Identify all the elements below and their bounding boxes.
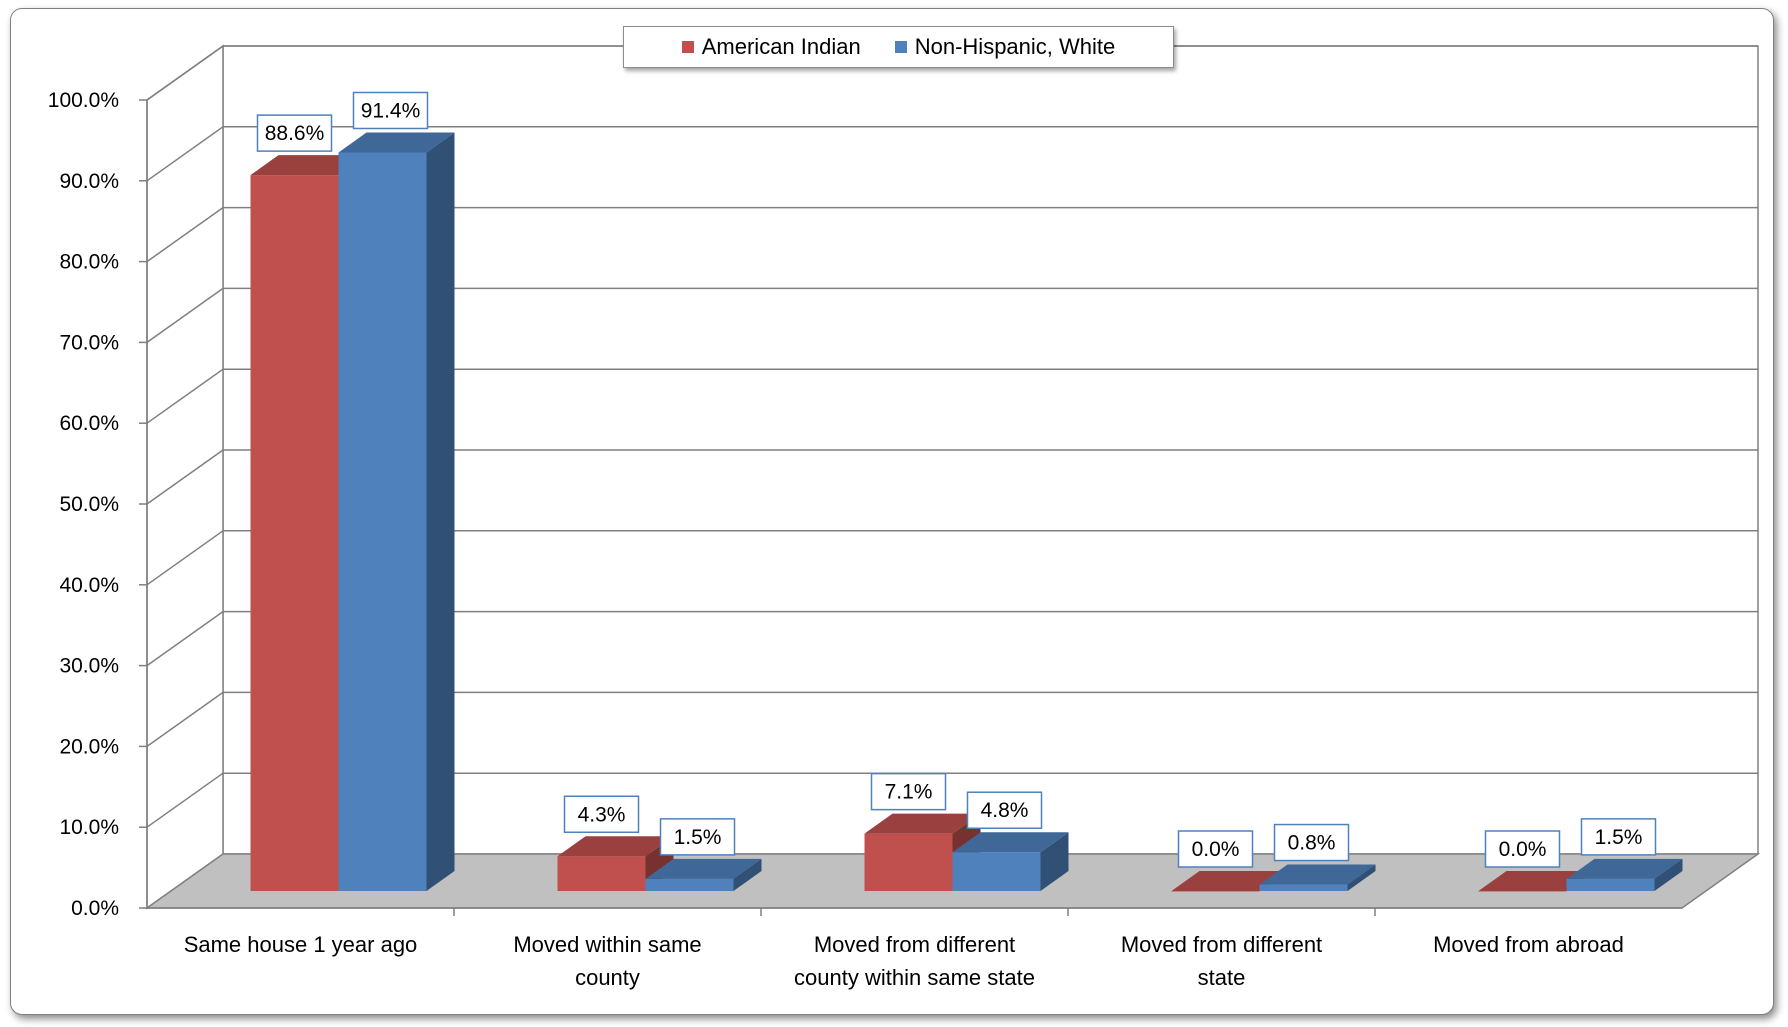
- bar-top: [338, 132, 455, 153]
- gridline-side: [146, 691, 224, 748]
- x-tick-label: Moved from abroad: [1433, 932, 1624, 957]
- data-label-box: [352, 91, 429, 130]
- bar: [1259, 884, 1348, 891]
- data-label: 4.3%: [578, 803, 626, 826]
- bar-side: [426, 132, 455, 891]
- gridline-side: [146, 126, 224, 182]
- legend-label-american-indian: American Indian: [701, 34, 861, 59]
- gridline-side: [146, 449, 224, 505]
- gridline-side: [146, 45, 224, 101]
- y-tick-label: 0.0%: [71, 897, 119, 920]
- y-tick-label: 70.0%: [59, 331, 119, 354]
- x-tick-label: county within same state: [794, 965, 1035, 990]
- bar-top: [864, 813, 981, 834]
- bar: [645, 878, 734, 891]
- bar: [1171, 891, 1260, 892]
- data-label: 0.0%: [1499, 838, 1547, 861]
- bar-top: [645, 858, 762, 879]
- data-label-box: [870, 772, 947, 811]
- y-tick-labels: 0.0% 10.0% 20.0% 30.0% 40.0% 50.0% 60.0% 70.0% 8…: [48, 89, 119, 920]
- data-label-box: [256, 114, 333, 152]
- bar-top: [1171, 871, 1288, 891]
- y-tick-label: 100.0%: [48, 89, 119, 112]
- y-tick-label: 40.0%: [59, 574, 119, 597]
- data-label: 88.6%: [265, 122, 325, 145]
- bar: [864, 833, 953, 891]
- y-tick-label: 50.0%: [59, 493, 119, 516]
- legend-item-american-indian: American Indian: [681, 34, 861, 60]
- legend-label-non-hispanic-white: Non-Hispanic, White: [914, 34, 1116, 59]
- x-tick-label: county: [575, 965, 640, 990]
- data-labels: 88.6% 91.4% 4.3% 1.5% 7.1% 4.8% 0.0% 0.8% 0.0% 1.…: [256, 91, 1657, 868]
- bars: [250, 132, 1683, 892]
- bar-top: [952, 832, 1069, 853]
- bar-top: [250, 155, 367, 176]
- bar-side: [1654, 858, 1683, 891]
- x-tick-label: Moved from different: [814, 932, 1015, 957]
- gridline-side: [146, 530, 224, 586]
- gridline-side: [146, 287, 224, 344]
- data-label-box: [1484, 830, 1561, 868]
- y-tick-label: 20.0%: [59, 735, 119, 758]
- bar-top: [557, 836, 674, 857]
- x-tick-label: Moved from different: [1121, 932, 1322, 957]
- bar: [250, 175, 339, 891]
- bar-top: [1259, 864, 1376, 885]
- data-label: 91.4%: [361, 99, 421, 122]
- data-label-box: [1273, 823, 1350, 862]
- bar: [1566, 878, 1655, 891]
- bar-top: [1566, 858, 1683, 879]
- y-tick-label: 90.0%: [59, 170, 119, 193]
- legend-item-non-hispanic-white: Non-Hispanic, White: [894, 34, 1116, 60]
- data-label: 1.5%: [674, 826, 722, 849]
- data-label-box: [1580, 818, 1657, 856]
- data-label-box: [659, 818, 736, 856]
- bar: [338, 152, 427, 891]
- y-tick-label: 30.0%: [59, 655, 119, 678]
- bar: [1478, 891, 1567, 892]
- x-tick-label: Moved within same: [513, 932, 701, 957]
- legend-swatch-non-hispanic-white: [894, 41, 907, 53]
- data-label-box: [966, 791, 1043, 829]
- bar: [557, 856, 646, 891]
- data-label-box: [1177, 830, 1254, 868]
- y-tick-label: 80.0%: [59, 251, 119, 274]
- x-tick-label: Same house 1 year ago: [184, 932, 418, 957]
- legend: American Indian Non-Hispanic, White: [623, 26, 1174, 68]
- bar-side: [1040, 832, 1069, 891]
- y-tick-label: 10.0%: [59, 816, 119, 839]
- data-label: 4.8%: [981, 799, 1029, 822]
- data-label: 0.0%: [1192, 838, 1240, 861]
- data-label-box: [563, 795, 640, 834]
- gridline-side: [146, 206, 224, 263]
- gridline-side: [146, 772, 224, 828]
- bar-top: [1478, 871, 1595, 891]
- gridline-side: [146, 368, 224, 424]
- y-tick-label: 60.0%: [59, 412, 119, 435]
- gridlines: [146, 45, 1758, 828]
- data-label: 1.5%: [1595, 826, 1643, 849]
- axes: [139, 99, 1682, 916]
- legend-swatch-american-indian: [681, 41, 694, 53]
- x-tick-label: state: [1198, 965, 1246, 990]
- data-label: 7.1%: [885, 781, 933, 804]
- gridline-side: [146, 610, 224, 667]
- data-label: 0.8%: [1288, 832, 1336, 855]
- bar: [952, 852, 1041, 891]
- bar-side: [733, 858, 762, 891]
- bar-side: [1347, 864, 1376, 891]
- category-labels: Same house 1 year ago Moved within same co…: [184, 932, 1624, 990]
